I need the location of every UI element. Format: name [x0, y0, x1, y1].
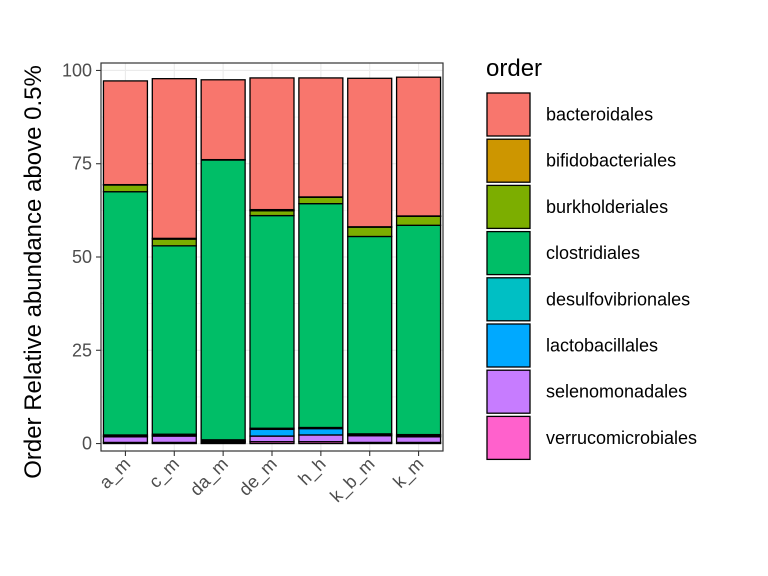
legend: order bacteroidales bifidobacteriales burk…: [486, 55, 697, 461]
bar-segment-clostridiales: [347, 235, 393, 435]
legend-key: [486, 92, 531, 137]
bar-segment-selenomonadales: [395, 436, 442, 444]
bar-segment-selenomonadales: [249, 435, 295, 443]
legend-label: desulfovibrionales: [546, 289, 690, 309]
bar-stack-h_h: [298, 77, 344, 445]
bar-segment-burkholderiales: [347, 226, 393, 238]
legend-label: bifidobacteriales: [546, 151, 676, 171]
y-tick-label: 100: [62, 60, 92, 80]
x-tick-label: da_m: [186, 454, 233, 501]
bar-segment-clostridiales: [249, 214, 295, 429]
legend-item-selenomonadales: selenomonadales: [486, 369, 687, 414]
bar-segment-bacteroidales: [200, 79, 246, 161]
bar-stack-k_b_m: [347, 77, 393, 445]
bars: [102, 76, 442, 445]
bar-segment-burkholderiales: [151, 238, 197, 247]
legend-key: [486, 369, 531, 414]
legend-key: [486, 277, 531, 322]
y-tick-label: 50: [72, 247, 92, 267]
legend-item-bacteroidales: bacteroidales: [486, 92, 653, 137]
bar-segment-selenomonadales: [347, 435, 393, 444]
x-tick-label: h_h: [294, 454, 330, 490]
x-tick-label: c_m: [145, 454, 184, 493]
legend-item-lactobacillales: lactobacillales: [486, 323, 658, 368]
bar-stack-da_m: [200, 79, 246, 445]
bar-segment-bacteroidales: [102, 80, 149, 186]
bar-segment-bacteroidales: [249, 77, 295, 211]
bar-segment-burkholderiales: [249, 210, 295, 217]
bar-segment-clostridiales: [200, 159, 246, 441]
y-tick-label: 0: [82, 434, 92, 454]
bar-segment-selenomonadales: [151, 435, 197, 444]
legend-item-bifidobacteriales: bifidobacteriales: [486, 138, 676, 183]
bar-segment-bacteroidales: [298, 77, 344, 198]
bar-segment-selenomonadales: [298, 434, 344, 443]
bar-stack-de_m: [249, 77, 295, 445]
x-tick-label: a_m: [95, 454, 135, 494]
bar-segment-clostridiales: [395, 224, 442, 436]
bar-segment-clostridiales: [151, 245, 197, 435]
legend-label: bacteroidales: [546, 105, 653, 125]
bar-segment-bacteroidales: [395, 76, 442, 217]
legend-label: verrucomicrobiales: [546, 428, 697, 448]
bar-segment-burkholderiales: [102, 184, 149, 193]
bar-segment-clostridiales: [102, 191, 149, 436]
legend-label: clostridiales: [546, 243, 640, 263]
bar-segment-lactobacillales: [249, 428, 295, 437]
legend-key: [486, 323, 531, 368]
bar-segment-burkholderiales: [298, 196, 344, 205]
legend-key: [486, 230, 531, 276]
legend-label: burkholderiales: [546, 197, 668, 217]
bar-stack-k_m: [395, 76, 442, 445]
bar-segment-clostridiales: [298, 202, 344, 429]
x-tick-label: de_m: [235, 454, 282, 501]
legend-key: [486, 184, 531, 230]
bar-stack-a_m: [102, 80, 149, 445]
x-tick-label: k_b_m: [326, 454, 379, 507]
bar-stack-c_m: [151, 78, 197, 445]
x-tick-label: k_m: [389, 454, 428, 493]
y-tick-label: 25: [72, 340, 92, 360]
bar-segment-burkholderiales: [395, 215, 442, 226]
y-axis: 0 25 50 75 100: [62, 60, 101, 454]
legend-item-desulfovibrionales: desulfovibrionales: [486, 277, 690, 322]
legend-label: selenomonadales: [546, 382, 687, 402]
legend-item-verrucomicrobiales: verrucomicrobiales: [486, 415, 697, 461]
bar-segment-lactobacillales: [298, 427, 344, 436]
y-axis-title: Order Relative abundance above 0.5%: [20, 65, 47, 479]
legend-label: lactobacillales: [546, 336, 658, 356]
legend-item-clostridiales: clostridiales: [486, 230, 640, 276]
y-tick-label: 75: [72, 154, 92, 174]
x-axis: a_m c_m da_m de_m h_hk_b_m k_m: [95, 451, 428, 507]
legend-key: [486, 415, 531, 461]
bar-segment-selenomonadales: [102, 436, 149, 444]
legend-key: [486, 138, 531, 183]
bar-segment-bacteroidales: [347, 77, 393, 228]
legend-item-burkholderiales: burkholderiales: [486, 184, 668, 230]
legend-title: order: [486, 55, 542, 82]
bar-segment-bacteroidales: [151, 78, 197, 239]
